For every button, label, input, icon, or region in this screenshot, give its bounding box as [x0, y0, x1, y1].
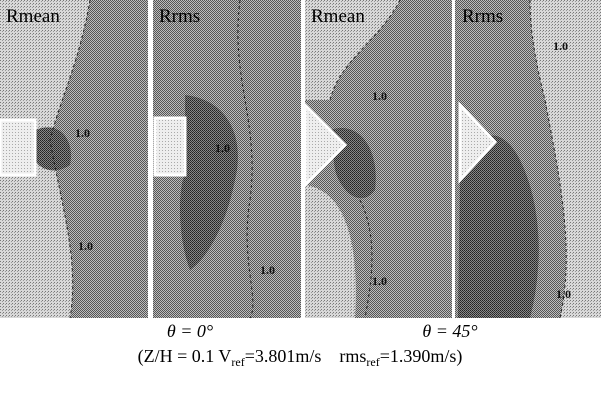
caption-subscript: ref [366, 355, 379, 369]
contour-label: 1.0 [260, 263, 275, 277]
caption-part: =3.801m/s rms [245, 346, 367, 366]
contour-label: 1.0 [372, 274, 387, 288]
panel: Rrms 1.0 1.0 [455, 0, 601, 318]
angle-caption: θ = 45° [422, 321, 477, 341]
caption-subscript: ref [231, 355, 244, 369]
contour-label: 1.0 [215, 141, 230, 155]
panel-label: Rmean [6, 6, 60, 27]
contour-label: 1.0 [556, 287, 571, 301]
panel: Rmean 1.0 1.0 [0, 0, 148, 318]
building [155, 118, 185, 175]
panel: Rmean 1.0 1.0 [305, 0, 452, 318]
panel-label: Rrms [462, 6, 503, 27]
conditions-caption: (Z/H = 0.1 Vref=3.801m/s rmsref=1.390m/s… [138, 346, 463, 369]
contour-label: 1.0 [78, 239, 93, 253]
caption-part: (Z/H = 0.1 V [138, 346, 232, 367]
contour-label: 1.0 [372, 89, 387, 103]
building [0, 120, 35, 175]
panel-label: Rrms [159, 6, 200, 27]
figure: Rmean 1.0 1.0 Rrms 1.0 1.0 Rmean 1.0 1.0… [0, 0, 601, 400]
caption-part: =1.390m/s) [380, 346, 463, 367]
panel: Rrms 1.0 1.0 [153, 0, 301, 318]
contour-label: 1.0 [553, 39, 568, 53]
contour-label: 1.0 [75, 126, 90, 140]
panel-label: Rmean [311, 6, 365, 27]
angle-caption: θ = 0° [167, 321, 213, 341]
